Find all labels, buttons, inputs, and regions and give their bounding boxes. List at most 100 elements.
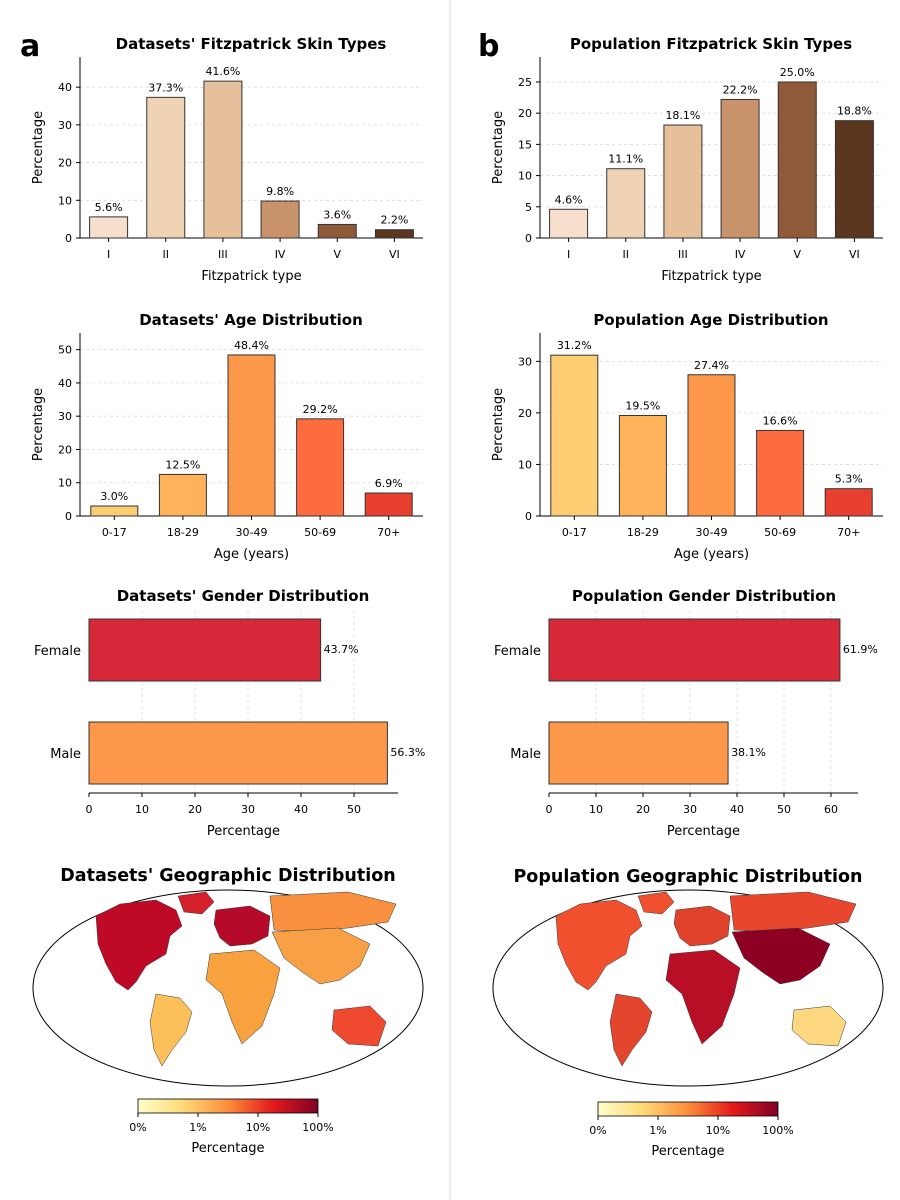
bar-70+	[824, 488, 873, 517]
chart-title: Population Age Distribution	[593, 311, 828, 329]
data-label: 5.6%	[95, 201, 123, 214]
y-axis-label: Percentage	[491, 111, 506, 184]
region-greenland	[637, 891, 675, 915]
colorbar-tick-label: 0%	[589, 1124, 606, 1137]
y-tick-label: 0	[525, 510, 532, 523]
data-label: 4.6%	[555, 193, 583, 206]
y-tick-label: 0	[525, 232, 532, 245]
chart-b-fitz: 0 5 10 15 20 25 4.6% I 11.1% II 18.1% III 22.2% IV 25.…	[491, 35, 883, 284]
map-land	[555, 891, 857, 1067]
region-europe	[213, 905, 271, 947]
data-label: 9.8%	[266, 185, 294, 198]
panel-letter-a: a	[20, 29, 40, 64]
bar-VI	[834, 120, 874, 239]
bar-70+	[364, 492, 413, 517]
bar-18-29	[158, 473, 207, 517]
colorbar	[597, 1101, 779, 1117]
bar-Female	[548, 618, 841, 682]
x-tick-label: 30-49	[236, 526, 268, 539]
bar-Male	[548, 721, 729, 785]
data-label: 22.2%	[723, 83, 758, 96]
x-tick-label: 60	[824, 803, 838, 816]
x-tick-label: IV	[275, 248, 286, 261]
x-tick-label: 0-17	[562, 526, 587, 539]
data-label: 18.1%	[665, 109, 700, 122]
y-tick-label: 10	[58, 477, 72, 490]
bar-III	[203, 80, 243, 239]
region-russia	[729, 891, 857, 933]
x-tick-label: VI	[849, 248, 860, 261]
x-tick-label: I	[567, 248, 570, 261]
x-tick-label: 50	[347, 803, 361, 816]
x-tick-label: 70+	[377, 526, 400, 539]
y-axis-label: Percentage	[31, 111, 46, 184]
x-tick-label: I	[107, 248, 110, 261]
y-tick-label: Male	[50, 747, 81, 762]
x-tick-label: III	[218, 248, 228, 261]
x-axis-label: Age (years)	[674, 547, 749, 562]
chart-b-gender: 0 10 20 30 40 50 60 61.9% Female 38.1% Male Percent…	[494, 587, 878, 839]
chart-a-fitz: 0 10 20 30 40 5.6% I 37.3% II 41.6% III 9.8% IV 3.6% V…	[31, 35, 423, 284]
x-tick-label: 30	[241, 803, 255, 816]
chart-title: Datasets' Fitzpatrick Skin Types	[116, 35, 387, 53]
bar-0-17	[550, 354, 599, 517]
data-label: 19.5%	[625, 399, 660, 412]
panel-letter-b: b	[478, 29, 499, 64]
x-tick-label: 40	[730, 803, 744, 816]
data-label: 41.6%	[205, 65, 240, 78]
x-tick-label: 30-49	[696, 526, 728, 539]
x-tick-label: 50-69	[764, 526, 796, 539]
region-north-america	[95, 899, 183, 991]
bar-III	[663, 124, 703, 239]
y-tick-label: 40	[58, 81, 72, 94]
region-asia	[731, 927, 831, 985]
x-tick-label: 20	[188, 803, 202, 816]
colorbar-label: Percentage	[191, 1141, 264, 1156]
y-axis-label: Percentage	[491, 388, 506, 461]
colorbar-label: Percentage	[651, 1144, 724, 1159]
x-tick-label: IV	[735, 248, 746, 261]
bar-IV	[720, 98, 760, 239]
chart-title: Population Fitzpatrick Skin Types	[570, 35, 852, 53]
data-label: 11.1%	[608, 153, 643, 166]
x-tick-label: 18-29	[627, 526, 659, 539]
region-africa	[665, 949, 741, 1045]
x-tick-label: V	[793, 248, 801, 261]
chart-title: Datasets' Gender Distribution	[117, 587, 370, 605]
y-tick-label: 0	[65, 232, 72, 245]
region-south-america	[609, 993, 653, 1067]
bar-I	[89, 216, 129, 239]
colorbar-tick-label: 10%	[246, 1121, 270, 1134]
x-tick-label: 0-17	[102, 526, 127, 539]
charts-layer: 0102030405.6%I37.3%II41.6%III9.8%IV3.6%V…	[31, 35, 884, 1159]
map-title: Population Geographic Distribution	[513, 867, 862, 887]
x-axis-label: Fitzpatrick type	[201, 269, 301, 284]
data-label: 12.5%	[165, 458, 200, 471]
x-tick-label: 70+	[837, 526, 860, 539]
data-label: 56.3%	[390, 746, 425, 759]
x-tick-label: II	[163, 248, 170, 261]
y-tick-label: 25	[518, 76, 532, 89]
data-label: 38.1%	[731, 746, 766, 759]
y-tick-label: 10	[518, 170, 532, 183]
bar-VI	[374, 229, 414, 239]
chart-title: Datasets' Age Distribution	[139, 311, 363, 329]
y-tick-label: 10	[58, 194, 72, 207]
y-tick-label: Male	[510, 747, 541, 762]
y-tick-label: 10	[518, 458, 532, 471]
y-tick-label: 20	[518, 107, 532, 120]
y-tick-label: Female	[494, 644, 541, 659]
data-label: 25.0%	[780, 66, 815, 79]
y-tick-label: 20	[518, 407, 532, 420]
y-tick-label: 30	[58, 410, 72, 423]
x-tick-label: 20	[636, 803, 650, 816]
bar-II	[146, 96, 186, 239]
x-axis-label: Percentage	[667, 824, 740, 839]
bar-Female	[88, 618, 322, 682]
y-tick-label: 30	[58, 119, 72, 132]
y-tick-label: 30	[518, 355, 532, 368]
bar-Male	[88, 721, 388, 785]
data-label: 3.0%	[100, 490, 128, 503]
colorbar	[137, 1098, 319, 1114]
